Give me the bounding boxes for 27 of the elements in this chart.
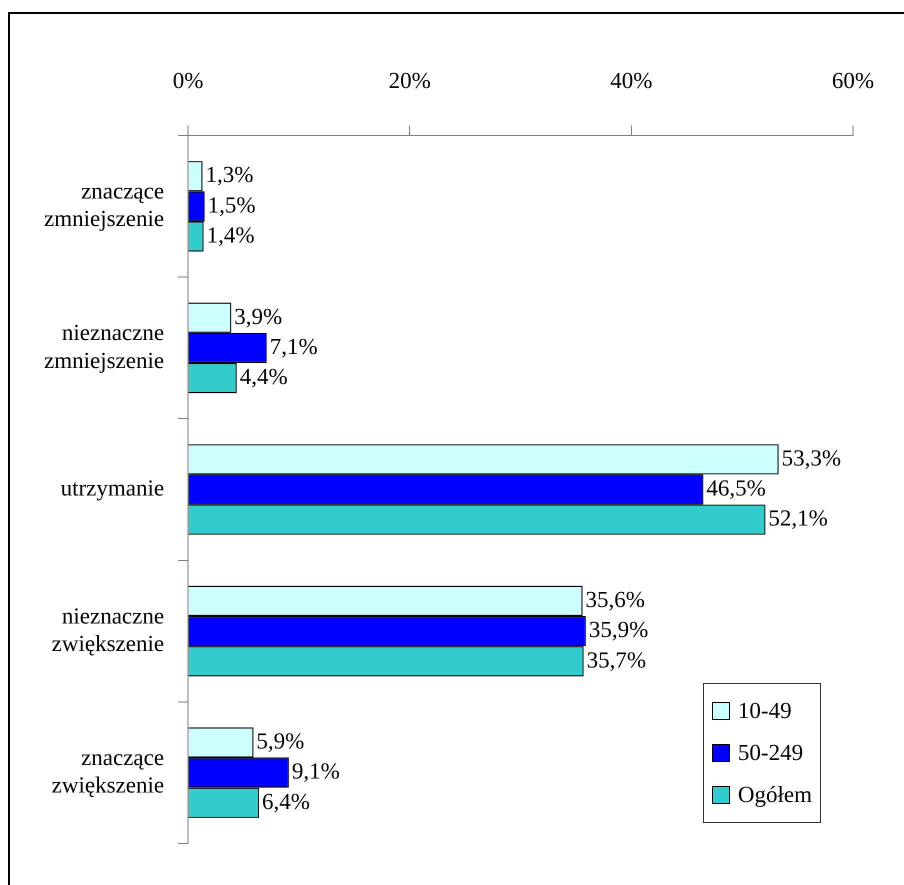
data-label: 53,3% <box>782 445 842 470</box>
data-label: 1,3% <box>205 162 254 188</box>
data-label: 1,5% <box>208 192 256 218</box>
legend-label: 10-49 <box>738 698 792 724</box>
data-label: 3,9% <box>234 304 282 329</box>
data-label: 6,4% <box>262 788 310 814</box>
data-label: 35,6% <box>586 586 645 612</box>
y-tick-label: znaczące zmniejszenie <box>44 178 164 232</box>
y-tick-label: znaczące zwiększenie <box>52 744 164 798</box>
y-tick-label: nieznaczne zwiększenie <box>52 603 164 656</box>
data-label: 35,7% <box>586 647 646 672</box>
data-label: 5,9% <box>256 728 304 754</box>
data-label: 52,1% <box>768 506 828 531</box>
y-tick-label: utrzymanie <box>60 476 164 501</box>
data-label: 7,1% <box>270 334 318 359</box>
data-label: 35,9% <box>588 617 648 642</box>
data-label: 1,4% <box>206 222 254 248</box>
legend-label: Ogółem <box>738 782 812 808</box>
x-tick-label: 20% <box>388 68 431 93</box>
legend-label: 50-249 <box>738 740 804 766</box>
x-tick-label: 0% <box>172 68 204 93</box>
data-label: 46,5% <box>706 476 766 501</box>
x-tick-label: 40% <box>610 68 652 93</box>
x-tick-label: 60% <box>832 68 874 93</box>
data-label: 4,4% <box>240 364 288 390</box>
y-tick-label: nieznaczne zmniejszenie <box>44 320 164 373</box>
data-label: 9,1% <box>292 758 340 784</box>
